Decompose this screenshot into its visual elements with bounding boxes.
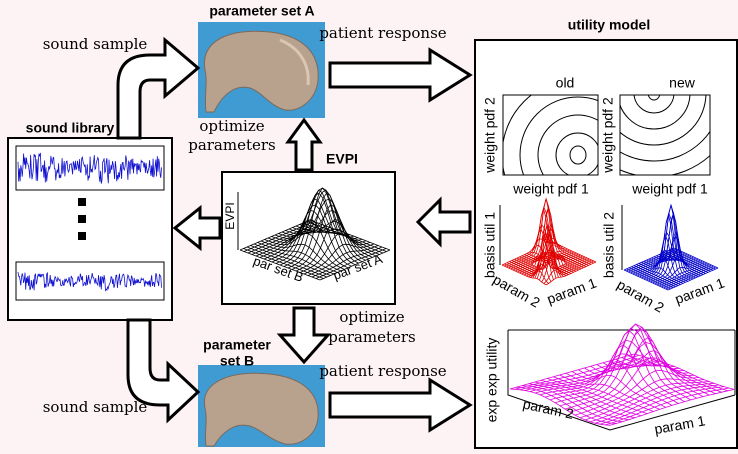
label: optimize <box>339 308 404 326</box>
evpi-box <box>222 172 395 304</box>
label: basis util 1 <box>482 212 498 278</box>
label: sound library <box>26 120 115 136</box>
label: sound sample <box>43 35 148 53</box>
label: weight pdf 2 <box>482 97 498 174</box>
label: parameter <box>203 337 271 353</box>
label: basis util 2 <box>601 212 617 278</box>
hearing-aid-image <box>198 365 325 447</box>
label: new <box>669 75 696 91</box>
label: exp exp utility <box>484 338 500 423</box>
label: patient response <box>319 362 446 380</box>
diagram: sound library parameter set A parameterset… <box>0 0 738 454</box>
label: parameters <box>328 328 416 346</box>
label: weight pdf 1 <box>631 181 708 197</box>
label: weight pdf 2 <box>600 97 616 174</box>
label: parameter set A <box>209 3 314 19</box>
label: EVPI <box>326 151 358 167</box>
label: sound sample <box>43 398 148 416</box>
label: old <box>556 75 575 91</box>
label: parameters <box>188 136 276 154</box>
label: optimize <box>199 117 264 135</box>
label: EVPI <box>223 202 237 229</box>
label: utility model <box>568 17 650 33</box>
label: weight pdf 1 <box>512 181 589 197</box>
ellipsis <box>78 198 86 240</box>
label: set B <box>220 353 254 369</box>
label: patient response <box>319 24 446 42</box>
hearing-aid-image <box>198 22 325 118</box>
